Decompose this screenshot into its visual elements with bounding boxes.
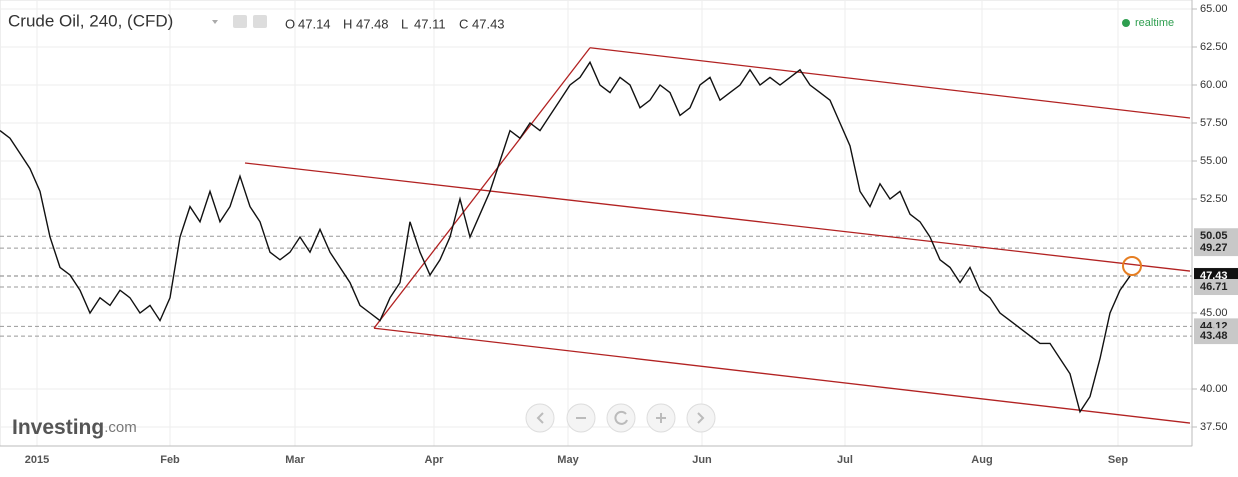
level-label: 46.71 xyxy=(1200,281,1228,293)
level-label: 47.43 xyxy=(1200,270,1228,282)
x-tick-label: Feb xyxy=(160,454,180,466)
y-tick-label: 40.00 xyxy=(1200,383,1228,395)
nav-icons xyxy=(536,410,705,425)
x-tick-label: Sep xyxy=(1108,454,1128,466)
y-tick-label: 62.50 xyxy=(1200,41,1228,53)
x-tick-label: Mar xyxy=(285,454,305,466)
reset[interactable] xyxy=(606,403,636,433)
y-tick-label: 45.00 xyxy=(1200,307,1228,319)
x-tick-label: 2015 xyxy=(25,454,49,466)
logo: Investing.com xyxy=(12,416,137,439)
ohlc-key: H xyxy=(343,16,352,31)
dropdown-icon[interactable] xyxy=(212,20,218,24)
level-label: 49.27 xyxy=(1200,242,1228,254)
eye-icon[interactable] xyxy=(233,15,247,28)
current-marker xyxy=(1122,256,1142,276)
y-tick-label: 60.00 xyxy=(1200,79,1228,91)
y-tick-label: 55.00 xyxy=(1200,155,1228,167)
trendline xyxy=(373,327,1191,424)
level-label: 43.48 xyxy=(1200,330,1228,342)
nav-right[interactable] xyxy=(686,403,716,433)
realtime-label: realtime xyxy=(1135,17,1174,29)
ohlc-value: 47.48 xyxy=(356,16,389,31)
chart-title: Crude Oil, 240, (CFD) xyxy=(8,11,173,30)
trendline xyxy=(373,47,591,329)
level-box xyxy=(1194,240,1238,257)
x-tick-label: Jun xyxy=(692,454,712,466)
x-tick-label: May xyxy=(557,454,579,466)
trendline xyxy=(589,47,1191,119)
x-tick-label: Aug xyxy=(971,454,992,466)
ohlc-value: 47.14 xyxy=(298,16,331,31)
ohlc-key: L xyxy=(401,16,408,31)
ohlc-value: 47.43 xyxy=(472,16,505,31)
y-tick-label: 57.50 xyxy=(1200,117,1228,129)
y-tick-label: 52.50 xyxy=(1200,193,1228,205)
y-tick-label: 65.00 xyxy=(1200,3,1228,15)
nav-left[interactable] xyxy=(525,403,555,433)
x-tick-label: Apr xyxy=(425,454,445,466)
logo-suffix: .com xyxy=(104,419,137,436)
settings-icon[interactable] xyxy=(253,15,267,28)
y-tick-label: 37.50 xyxy=(1200,421,1228,433)
trendline xyxy=(244,162,1191,272)
ohlc-value: 47.11 xyxy=(414,16,446,31)
level-box xyxy=(1194,279,1238,296)
realtime-dot xyxy=(1122,19,1130,27)
ohlc-key: O xyxy=(285,16,295,31)
level-label: 50.05 xyxy=(1200,230,1228,242)
price-line xyxy=(0,60,1131,414)
ohlc-key: C xyxy=(459,16,468,31)
logo-brand: Investing xyxy=(12,416,104,439)
nav-buttons xyxy=(525,403,716,433)
x-tick-label: Jul xyxy=(837,454,853,466)
plot-area xyxy=(0,0,1193,447)
level-box xyxy=(1194,328,1238,345)
